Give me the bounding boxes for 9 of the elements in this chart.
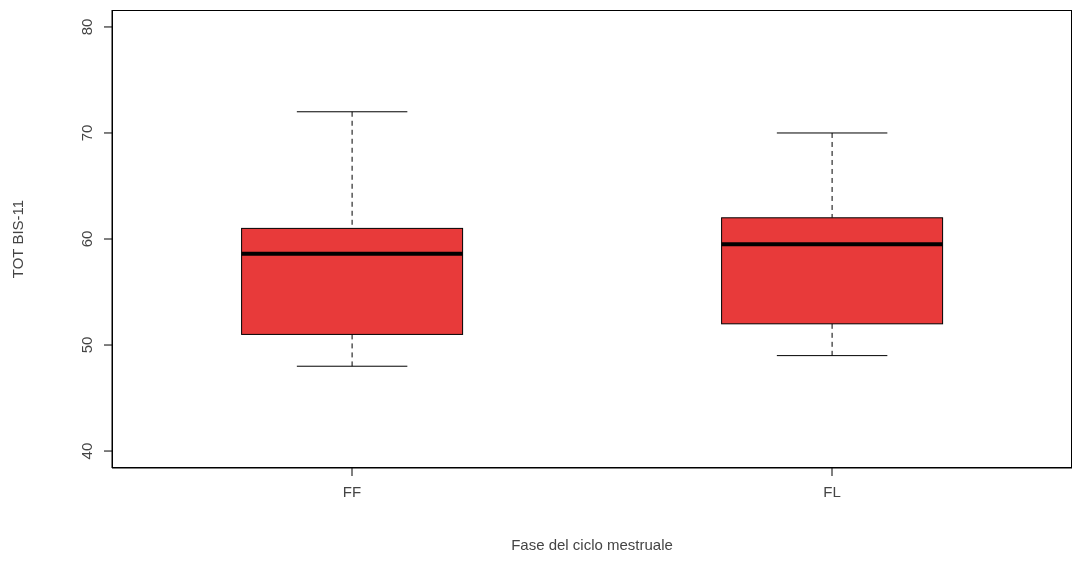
x-tick-label: FF [342,482,362,500]
y-axis-title: TOT BIS-11 [9,199,27,279]
y-tick-label: 80 [78,18,95,36]
x-tick-label: FL [823,482,841,500]
y-tick-label: 60 [78,230,95,248]
x-axis-title: Fase del ciclo mestruale [511,536,673,553]
y-tick-label: 70 [78,124,95,142]
y-tick-label: 50 [78,336,95,354]
y-tick-label: 40 [78,442,95,460]
